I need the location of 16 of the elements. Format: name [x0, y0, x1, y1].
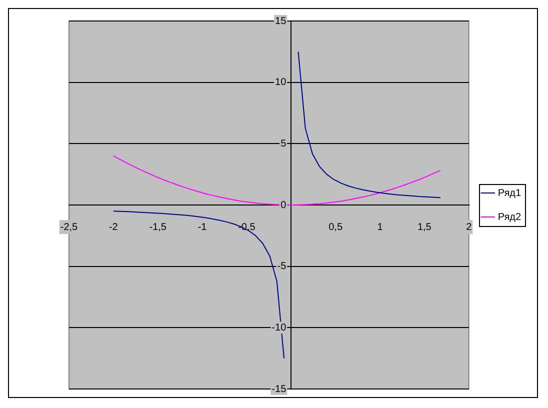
x-tick-label: -2,5 — [60, 222, 78, 233]
x-tick-label: -1 — [198, 222, 208, 233]
legend-label: Ряд1 — [498, 188, 522, 199]
y-tick-label: -10 — [272, 322, 287, 334]
x-tick-label: 1,5 — [417, 222, 432, 233]
x-tick-label: 2 — [466, 222, 472, 233]
y-tick-label: 5 — [280, 138, 287, 150]
y-tick-label: 10 — [275, 77, 287, 88]
legend-label: Ряд2 — [498, 212, 522, 223]
x-tick-label: -2 — [108, 222, 118, 233]
y-tick-label: -15 — [272, 384, 287, 395]
x-tick-label: 1 — [377, 222, 384, 233]
x-tick-label: 0,5 — [328, 222, 343, 233]
x-tick-label: -1,5 — [149, 222, 167, 233]
y-tick-label: 15 — [275, 16, 287, 27]
y-tick-label: -5 — [277, 261, 287, 272]
